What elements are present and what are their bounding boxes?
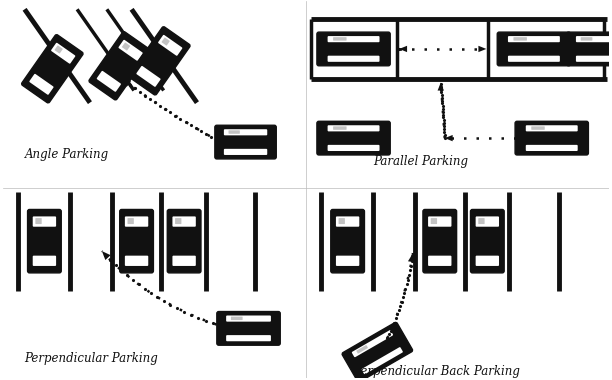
Text: Parallel Parking: Parallel Parking xyxy=(373,155,468,168)
FancyBboxPatch shape xyxy=(32,256,56,266)
FancyBboxPatch shape xyxy=(224,129,267,135)
FancyBboxPatch shape xyxy=(352,330,393,357)
FancyBboxPatch shape xyxy=(54,46,63,54)
Text: Perpendicular Back Parking: Perpendicular Back Parking xyxy=(354,365,520,378)
FancyBboxPatch shape xyxy=(478,218,485,224)
FancyBboxPatch shape xyxy=(508,36,560,42)
FancyBboxPatch shape xyxy=(127,218,134,224)
FancyBboxPatch shape xyxy=(567,32,612,66)
FancyBboxPatch shape xyxy=(526,125,578,131)
Polygon shape xyxy=(122,79,131,87)
FancyBboxPatch shape xyxy=(526,145,578,151)
FancyBboxPatch shape xyxy=(338,218,345,224)
FancyBboxPatch shape xyxy=(576,56,612,62)
FancyBboxPatch shape xyxy=(32,216,56,227)
FancyBboxPatch shape xyxy=(356,345,368,354)
FancyBboxPatch shape xyxy=(162,38,170,46)
Polygon shape xyxy=(408,253,415,263)
FancyBboxPatch shape xyxy=(89,32,151,100)
FancyBboxPatch shape xyxy=(173,256,196,266)
FancyBboxPatch shape xyxy=(327,145,379,151)
FancyBboxPatch shape xyxy=(217,312,280,345)
FancyBboxPatch shape xyxy=(515,121,588,155)
FancyBboxPatch shape xyxy=(158,35,182,56)
FancyBboxPatch shape xyxy=(125,256,148,266)
FancyBboxPatch shape xyxy=(423,209,457,273)
Text: Angle Parking: Angle Parking xyxy=(24,148,109,161)
FancyBboxPatch shape xyxy=(327,56,379,62)
FancyBboxPatch shape xyxy=(35,218,42,224)
FancyBboxPatch shape xyxy=(125,216,148,227)
FancyBboxPatch shape xyxy=(226,315,271,321)
FancyBboxPatch shape xyxy=(581,37,592,41)
FancyBboxPatch shape xyxy=(28,209,61,273)
FancyBboxPatch shape xyxy=(327,125,379,131)
FancyBboxPatch shape xyxy=(167,209,201,273)
FancyBboxPatch shape xyxy=(531,126,545,130)
FancyBboxPatch shape xyxy=(120,209,154,273)
Polygon shape xyxy=(399,46,407,52)
Polygon shape xyxy=(102,251,111,260)
FancyBboxPatch shape xyxy=(327,36,379,42)
FancyBboxPatch shape xyxy=(508,56,560,62)
FancyBboxPatch shape xyxy=(119,40,143,61)
FancyBboxPatch shape xyxy=(428,216,452,227)
FancyBboxPatch shape xyxy=(21,35,83,103)
FancyBboxPatch shape xyxy=(224,149,267,155)
FancyBboxPatch shape xyxy=(428,256,452,266)
FancyBboxPatch shape xyxy=(51,43,75,64)
FancyBboxPatch shape xyxy=(136,66,160,87)
FancyBboxPatch shape xyxy=(576,36,612,42)
Polygon shape xyxy=(479,46,487,52)
FancyBboxPatch shape xyxy=(215,125,276,159)
FancyBboxPatch shape xyxy=(362,347,403,374)
FancyBboxPatch shape xyxy=(476,216,499,227)
FancyBboxPatch shape xyxy=(513,37,527,41)
FancyBboxPatch shape xyxy=(97,71,121,92)
FancyBboxPatch shape xyxy=(175,218,181,224)
FancyBboxPatch shape xyxy=(471,209,504,273)
FancyBboxPatch shape xyxy=(231,317,242,320)
Polygon shape xyxy=(445,135,453,141)
FancyBboxPatch shape xyxy=(330,209,365,273)
FancyBboxPatch shape xyxy=(129,27,190,95)
FancyBboxPatch shape xyxy=(431,218,437,224)
FancyBboxPatch shape xyxy=(497,32,570,66)
FancyBboxPatch shape xyxy=(122,43,130,51)
FancyBboxPatch shape xyxy=(226,335,271,341)
FancyBboxPatch shape xyxy=(317,32,390,66)
FancyBboxPatch shape xyxy=(476,256,499,266)
FancyBboxPatch shape xyxy=(333,126,346,130)
FancyBboxPatch shape xyxy=(342,322,412,380)
Text: Perpendicular Parking: Perpendicular Parking xyxy=(24,352,159,365)
FancyBboxPatch shape xyxy=(333,37,346,41)
FancyBboxPatch shape xyxy=(336,216,359,227)
Polygon shape xyxy=(438,82,444,90)
FancyBboxPatch shape xyxy=(336,256,359,266)
FancyBboxPatch shape xyxy=(228,130,240,134)
FancyBboxPatch shape xyxy=(317,121,390,155)
FancyBboxPatch shape xyxy=(29,74,54,95)
FancyBboxPatch shape xyxy=(173,216,196,227)
